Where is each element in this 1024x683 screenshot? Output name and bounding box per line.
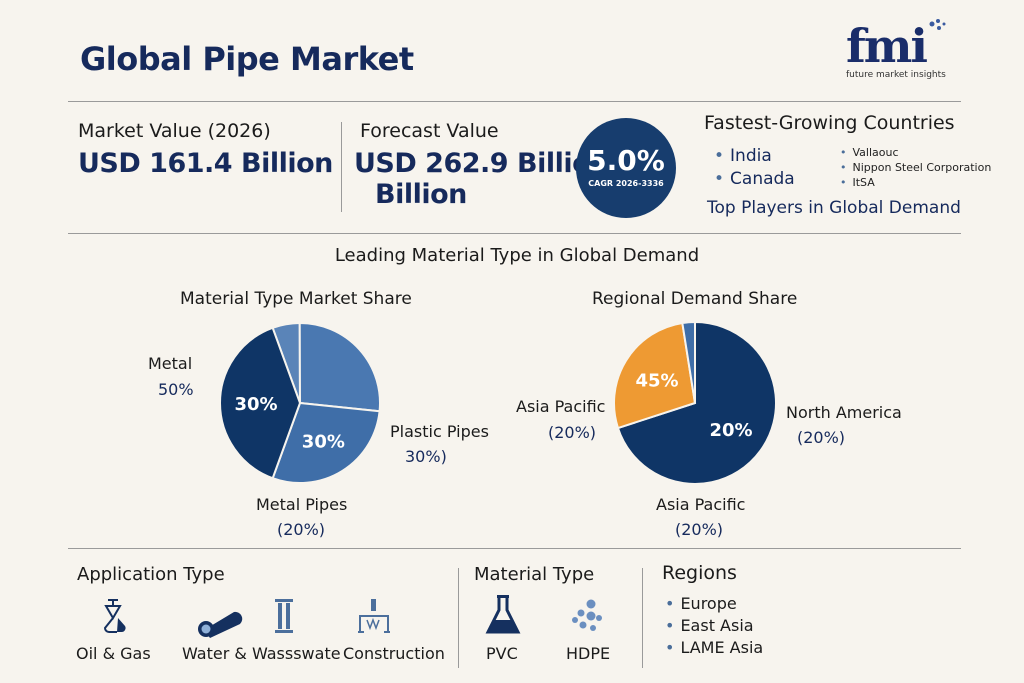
section-heading: Leading Material Type in Global Demand [334, 245, 700, 266]
player-item: Nippon Steel Corporation [840, 161, 992, 174]
pie2-annotation-name: Asia Pacific [656, 495, 746, 514]
player-item: Vallaouc [840, 146, 899, 159]
pie1-annotation-name: Plastic Pipes [390, 422, 489, 441]
pie1-annotation-name: Metal [148, 354, 193, 373]
pie1-slice [271, 321, 301, 404]
regions-heading: Regions [662, 562, 737, 584]
pie2-slice-label: 20% [709, 420, 752, 441]
players-heading: Top Players in Global Demand [707, 198, 961, 218]
divider [68, 101, 961, 102]
material-item-label: PVC [486, 644, 518, 663]
pie1-title: Material Type Market Share [180, 289, 412, 309]
pie2-annotation-value: (20%) [675, 520, 724, 539]
pie2-slice [681, 320, 696, 404]
cagr-value: 5.0% [587, 144, 665, 177]
pipe-icon [198, 611, 243, 638]
divider [642, 568, 643, 668]
pie2-annotation-name: North America [786, 403, 902, 422]
cagr-label: CAGR 2026-3336 [588, 179, 664, 188]
page-title: Global Pipe Market [80, 40, 414, 78]
pie1-annotation-value: (20%) [277, 520, 326, 539]
region-item: LAME Asia [665, 638, 763, 657]
pie2-annotation-value: (20%) [797, 428, 846, 447]
pie2-title: Regional Demand Share [592, 289, 798, 309]
logo-mark: fmi [846, 19, 928, 73]
material-item-label: HDPE [566, 644, 611, 663]
divider [68, 548, 961, 549]
pie1-annotation-name: Metal Pipes [256, 495, 348, 514]
pie1-annotation-value: 50% [158, 380, 194, 399]
pie1-slice [298, 321, 381, 413]
pie1-slice [271, 401, 381, 484]
oil-flask-icon [103, 599, 126, 633]
region-item: Europe [665, 594, 736, 613]
forecast-value: USD 262.9 Billion [354, 148, 609, 179]
application-heading: Application Type [77, 564, 225, 585]
application-item-label: Construction [343, 644, 445, 663]
logo-dots-icon [929, 19, 946, 30]
region-item: East Asia [665, 616, 753, 635]
pie2-annotation-name: Asia Pacific [516, 397, 606, 416]
pie2-slice [613, 321, 697, 430]
application-item-label: Oil & Gas [76, 644, 151, 663]
market-value: USD 161.4 Billion [78, 148, 333, 179]
column-icon [275, 599, 293, 633]
pie2-slice-label: 45% [635, 371, 678, 392]
pellets-icon [572, 599, 602, 631]
forecast-value-label: Forecast Value [360, 120, 499, 142]
flask-icon [485, 595, 521, 634]
player-item: ItSA [840, 176, 875, 189]
fastest-growing-heading: Fastest-Growing Countries [704, 112, 955, 134]
pie1-slice-label: 30% [302, 431, 345, 452]
divider [458, 568, 459, 668]
country-item: India [714, 146, 772, 166]
pie2-slice [616, 320, 777, 485]
logo-text: future market insights [846, 70, 946, 80]
divider [68, 233, 961, 234]
cagr-badge: 5.0% CAGR 2026-3336 [576, 118, 676, 218]
pie1-annotation-value: 30%) [405, 447, 447, 466]
market-value-label: Market Value (2026) [78, 120, 271, 142]
pie1-slice [219, 326, 302, 480]
application-item-label: Water & Wassswate [182, 644, 341, 663]
country-item: Canada [714, 169, 795, 189]
logo: fmi future market insights [846, 19, 946, 80]
pie2-annotation-value: (20%) [548, 423, 597, 442]
pie1-slice-label: 30% [234, 394, 277, 415]
material-heading: Material Type [474, 564, 595, 585]
construction-icon [358, 599, 390, 633]
forecast-value-line2: Billion [375, 179, 467, 210]
divider [341, 122, 342, 212]
